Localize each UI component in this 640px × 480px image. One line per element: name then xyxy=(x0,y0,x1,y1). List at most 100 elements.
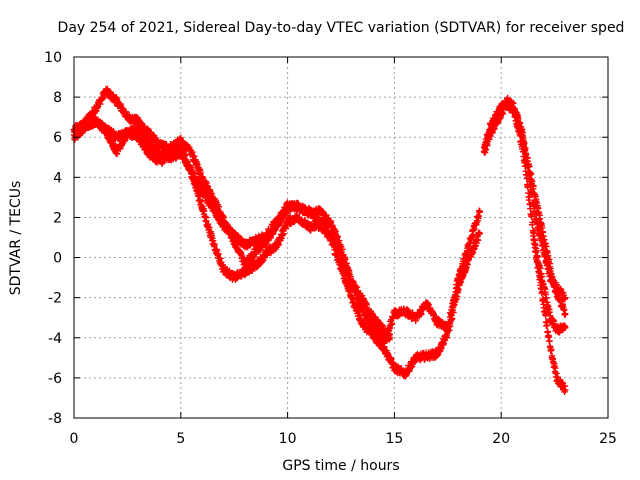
data-point xyxy=(530,183,537,190)
data-point xyxy=(528,213,536,220)
data-point xyxy=(543,322,551,329)
data-point xyxy=(280,230,287,237)
data-point xyxy=(476,208,484,215)
data-point xyxy=(542,312,549,319)
data-point xyxy=(215,203,223,210)
series-track-b xyxy=(70,115,484,380)
data-point xyxy=(356,311,364,319)
x-tick-label: 10 xyxy=(279,431,297,447)
data-point xyxy=(476,230,484,237)
data-point xyxy=(491,125,498,133)
data-point xyxy=(177,145,184,152)
x-tick-label: 20 xyxy=(492,431,510,447)
data-point xyxy=(341,260,349,267)
data-point xyxy=(339,256,346,263)
data-point xyxy=(110,128,117,135)
y-tick-label: -2 xyxy=(48,291,62,307)
data-point xyxy=(562,324,569,331)
y-tick-label: 10 xyxy=(44,50,62,66)
ticks-layer: 0 5 10 15 20 25 -8 -6 -4 -2 0 2 4 6 8 10 xyxy=(44,50,617,447)
chart-title: Day 254 of 2021, Sidereal Day-to-day VTE… xyxy=(58,20,625,36)
y-tick-label: -6 xyxy=(48,371,62,387)
data-point xyxy=(282,225,290,232)
y-tick-label: 2 xyxy=(53,210,62,226)
x-tick-label: 0 xyxy=(70,431,79,447)
data-point xyxy=(386,324,394,332)
data-point xyxy=(388,320,396,327)
data-point xyxy=(448,315,456,322)
y-tick-label: -8 xyxy=(48,411,62,427)
y-tick-label: -4 xyxy=(48,331,62,347)
data-point xyxy=(526,193,533,201)
data-point xyxy=(562,294,569,301)
data-point xyxy=(532,248,539,255)
y-tick-label: 8 xyxy=(53,90,62,106)
data-point xyxy=(334,233,341,240)
data-point xyxy=(471,225,478,233)
points-layer xyxy=(70,85,569,395)
x-tick-label: 15 xyxy=(385,431,403,447)
y-tick-label: 6 xyxy=(53,130,62,146)
data-point xyxy=(144,135,152,143)
y-tick-label: 4 xyxy=(53,170,62,186)
grid-layer xyxy=(74,57,608,418)
y-axis-label: SDTVAR / TECUs xyxy=(8,181,24,296)
data-point xyxy=(347,273,354,280)
data-point xyxy=(527,205,534,212)
data-point xyxy=(562,386,569,394)
data-point xyxy=(518,127,525,135)
data-point xyxy=(319,208,326,215)
data-point xyxy=(526,163,533,170)
data-point xyxy=(562,310,569,317)
data-point xyxy=(337,251,345,258)
data-point xyxy=(529,219,536,226)
data-point xyxy=(536,274,544,281)
plot-frame xyxy=(73,56,609,419)
data-point xyxy=(181,152,188,159)
data-point xyxy=(553,370,560,377)
data-point xyxy=(446,327,453,334)
data-point xyxy=(345,269,353,277)
data-point xyxy=(523,175,531,182)
data-point xyxy=(542,240,549,247)
series-track-f xyxy=(530,232,569,395)
data-point xyxy=(378,339,385,346)
x-tick-label: 25 xyxy=(599,431,617,447)
data-point xyxy=(513,113,521,121)
data-point xyxy=(343,263,350,271)
data-point xyxy=(538,288,546,295)
y-tick-label: 0 xyxy=(53,251,62,267)
data-point xyxy=(355,308,362,315)
data-point xyxy=(205,220,212,228)
data-point xyxy=(438,345,445,352)
data-point xyxy=(353,283,361,291)
data-point xyxy=(514,117,522,125)
data-point xyxy=(511,108,518,115)
data-point xyxy=(548,346,555,353)
series-track-c xyxy=(70,114,394,343)
data-point xyxy=(455,286,462,294)
data-point xyxy=(198,185,206,192)
x-tick-label: 5 xyxy=(176,431,185,447)
data-point xyxy=(557,296,564,303)
data-point xyxy=(348,292,356,299)
data-point xyxy=(524,184,532,191)
data-point xyxy=(546,256,553,263)
data-point xyxy=(447,322,454,330)
data-point xyxy=(554,289,562,297)
data-point xyxy=(113,150,121,158)
data-point xyxy=(550,317,558,325)
data-point xyxy=(141,131,148,138)
data-point xyxy=(527,170,534,177)
data-point xyxy=(386,334,394,341)
data-point xyxy=(499,110,507,118)
series-track-g xyxy=(508,103,569,319)
x-axis-label: GPS time / hours xyxy=(282,458,399,474)
data-point xyxy=(384,350,392,358)
data-point xyxy=(208,190,215,197)
data-point xyxy=(552,364,559,372)
data-point xyxy=(551,281,558,289)
data-point xyxy=(390,315,397,322)
data-point xyxy=(533,257,541,265)
